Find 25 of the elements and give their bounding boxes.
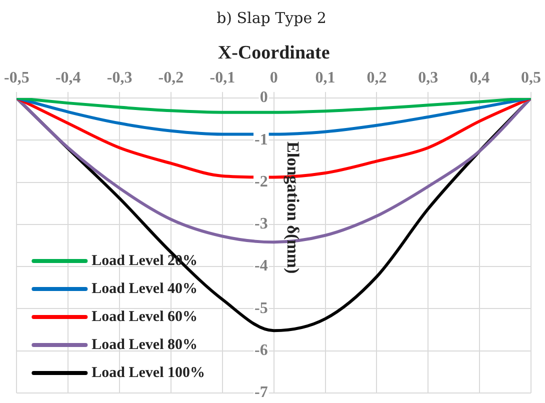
x-tick-label: -0,5 [4, 70, 30, 87]
y-tick-label: -6 [254, 342, 268, 359]
y-tick-label: 0 [260, 89, 268, 106]
y-tick-label: -5 [254, 300, 268, 317]
x-tick-label: 0,5 [521, 70, 541, 87]
x-tick-label: 0,2 [366, 70, 387, 87]
x-axis-title: X-Coordinate [218, 42, 330, 64]
y-axis-title: Elongation δ(mm) [283, 142, 302, 274]
y-tick-label: -2 [254, 173, 268, 190]
x-tick-label: -0,3 [106, 70, 132, 87]
x-tick-label: -0,2 [158, 70, 184, 87]
x-tick-label: -0,4 [55, 70, 81, 87]
x-tick-label: -0,1 [210, 70, 236, 87]
y-tick-label: -4 [254, 258, 268, 275]
y-tick-label: -3 [254, 216, 268, 233]
x-tick-label: 0,1 [315, 70, 336, 87]
legend-label: Load Level 40% [92, 280, 198, 297]
x-tick-label: 0,3 [418, 70, 438, 87]
y-tick-label: -1 [254, 131, 268, 148]
legend-label: Load Level 80% [92, 336, 198, 353]
chart-title: b) Slap Type 2 [216, 8, 326, 27]
legend-label: Load Level 100% [92, 364, 206, 381]
x-tick-label: 0,4 [470, 70, 490, 87]
y-tick-label: -7 [254, 384, 268, 402]
legend-label: Load Level 60% [92, 308, 198, 325]
